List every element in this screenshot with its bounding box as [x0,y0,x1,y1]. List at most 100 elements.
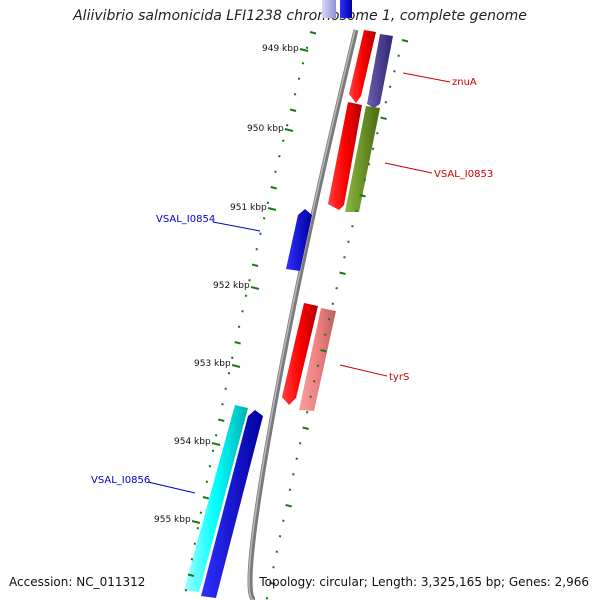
partial-feature-top-lavender [322,0,336,18]
right-minor-tick-5 [380,116,387,120]
left-minor-tick-11 [266,201,270,204]
tick-mark-954 [211,442,221,446]
right-minor-tick-3 [388,85,392,88]
tick-mark-950 [284,128,294,132]
right-minor-tick-19 [324,333,327,336]
left-minor-tick-14 [255,248,258,251]
right-minor-tick-26 [298,442,302,445]
chromosome-backbone-highlight [248,29,356,600]
left-minor-tick-24 [221,403,224,406]
left-minor-tick-17 [244,294,248,297]
right-minor-tick-7 [371,147,375,150]
leader-line-VSAL_I0854 [212,221,261,232]
gene-label-VSAL_I0856: VSAL_I0856 [91,475,150,486]
left-minor-tick-32 [196,527,200,530]
right-minor-tick-4 [384,101,388,104]
right-minor-tick-27 [295,457,298,460]
right-minor-tick-15 [339,271,346,275]
gene-feature-VSAL_I0856 [201,410,263,598]
right-minor-tick-0 [401,39,409,43]
leader-line-tyrS [339,364,388,377]
left-minor-tick-21 [231,356,234,359]
left-minor-tick-18 [241,310,244,313]
tick-label-952: 952 kbp [213,281,250,291]
topology-text: Topology: circular; Length: 3,325,165 bp… [259,575,589,589]
right-minor-tick-36 [265,597,269,600]
left-minor-tick-35 [187,573,195,577]
right-minor-tick-12 [351,225,354,228]
right-minor-tick-18 [327,318,331,321]
right-minor-tick-17 [331,302,335,305]
tick-label-955: 955 kbp [154,515,191,525]
chromosome-backbone [247,29,359,600]
left-minor-tick-25 [218,418,225,422]
left-minor-tick-15 [251,263,259,267]
gene-feature-red-2 [328,102,362,210]
left-minor-tick-22 [227,372,231,375]
gene-feature-cyan [184,405,248,592]
right-minor-tick-6 [376,132,379,135]
right-minor-tick-16 [335,287,338,290]
left-minor-tick-3 [297,77,301,80]
left-minor-tick-6 [285,124,289,127]
right-minor-tick-35 [269,581,276,585]
left-minor-tick-4 [293,93,297,96]
right-minor-tick-8 [367,163,371,166]
left-tick-track [184,31,317,592]
left-minor-tick-10 [270,186,277,190]
left-minor-tick-12 [262,217,266,220]
right-minor-tick-21 [316,364,320,367]
tick-label-954: 954 kbp [174,437,211,447]
left-minor-tick-36 [184,589,188,592]
left-minor-tick-1 [305,46,309,49]
gene-label-tyrS: tyrS [389,372,409,383]
accession-text: Accession: NC_011312 [9,575,146,589]
gene-feature-red-3 [282,303,318,405]
right-minor-tick-28 [292,473,295,476]
left-minor-tick-5 [289,108,297,112]
left-minor-tick-27 [211,449,215,452]
gene-feature-VSAL_I0853 [345,106,380,212]
right-minor-tick-2 [393,70,396,73]
right-minor-tick-13 [347,240,350,243]
left-minor-tick-13 [259,232,262,235]
gene-feature-VSAL_I0854 [286,209,312,271]
left-minor-tick-28 [208,465,212,468]
tick-mark-953 [231,364,241,368]
map-title: Aliivibrio salmonicida LFI1238 chromosom… [73,8,527,24]
right-minor-tick-20 [320,349,327,353]
left-minor-tick-16 [248,279,251,282]
partial-feature-top-blue [340,0,352,18]
right-minor-tick-32 [278,535,282,538]
right-minor-tick-30 [285,504,292,508]
gene-feature-tyrS [299,308,336,411]
right-tick-track [265,39,409,600]
left-minor-tick-9 [274,170,277,173]
left-minor-tick-7 [282,139,285,142]
left-minor-tick-29 [205,480,209,483]
right-minor-tick-14 [343,256,346,259]
left-minor-tick-20 [234,341,241,345]
right-minor-tick-25 [302,426,309,430]
right-minor-tick-22 [313,380,316,383]
gene-feature-znuA [367,34,393,108]
tick-label-949: 949 kbp [262,44,299,54]
leader-line-znuA [402,72,451,83]
left-minor-tick-0 [309,31,317,35]
right-minor-tick-29 [288,488,292,491]
left-minor-tick-2 [301,62,305,65]
left-minor-tick-23 [224,387,227,390]
right-minor-tick-23 [309,395,312,398]
gene-feature-red-1 [349,30,376,103]
right-minor-tick-31 [282,519,285,522]
right-minor-tick-33 [275,550,279,553]
tick-mark-952 [250,286,260,290]
left-minor-tick-19 [237,325,241,328]
gene-label-VSAL_I0854: VSAL_I0854 [156,214,215,225]
tick-mark-955 [191,520,201,524]
right-minor-tick-34 [272,566,275,569]
tick-mark-949 [299,48,309,52]
left-minor-tick-8 [278,155,281,158]
